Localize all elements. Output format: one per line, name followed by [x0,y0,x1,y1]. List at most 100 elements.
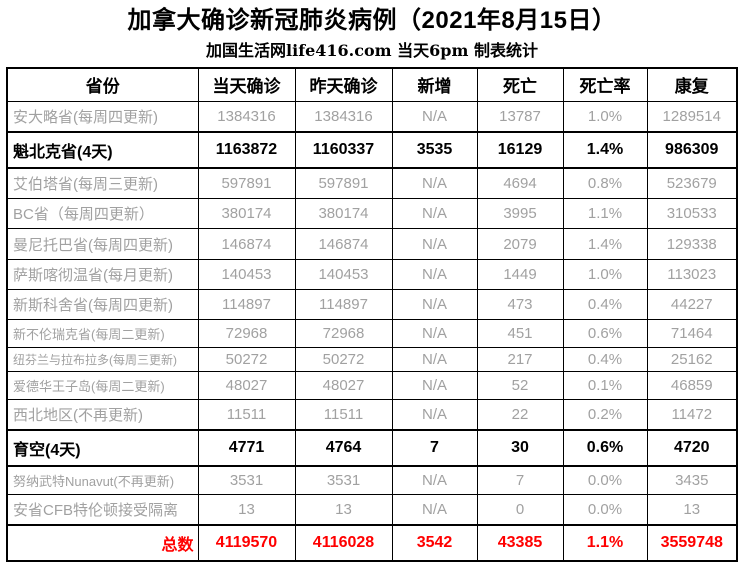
value-cell: 3559748 [646,524,738,562]
province-cell: 魁北克省(4天) [6,130,199,169]
column-header-1: 当天确诊 [197,67,296,102]
table-body: 安大略省(每周四更新) 1384316 1384316 N/A 13787 1.0% 128… [6,100,738,562]
value-cell: 25162 [646,346,738,373]
value-cell: 0.6% [562,319,648,348]
value-cell: 0.4% [562,288,648,321]
table-row: 曼尼托巴省(每周四更新) 146874 146874 N/A 2079 1.4% 12933… [6,228,738,260]
value-cell: 1.0% [562,100,648,133]
value-cell: 3995 [476,198,564,230]
value-cell: N/A [391,288,478,321]
value-cell: 4720 [646,429,738,468]
value-cell: 140453 [197,258,296,290]
column-header-4: 死亡 [476,67,564,102]
province-cell: 安省CFB特伦顿接受隔离 [6,493,199,526]
value-cell: 11511 [294,398,393,431]
value-cell: 0.6% [562,429,648,468]
covid-table: 省份 当天确诊 昨天确诊 新增 死亡 死亡率 康复 安大略省(每周四更新) 1384316 13… [6,67,738,562]
value-cell: 1384316 [197,100,296,133]
value-cell: 50272 [197,346,296,373]
value-cell: 597891 [197,167,296,200]
value-cell: 1449 [476,258,564,290]
value-cell: 22 [476,398,564,431]
value-cell: 11511 [197,398,296,431]
province-cell: 艾伯塔省(每周三更新) [6,167,199,200]
value-cell: N/A [391,228,478,260]
value-cell: 2079 [476,228,564,260]
value-cell: 0.0% [562,465,648,495]
value-cell: 0.4% [562,346,648,373]
value-cell: 71464 [646,319,738,348]
value-cell: 0 [476,493,564,526]
header-row: 省份 当天确诊 昨天确诊 新增 死亡 死亡率 康复 [6,67,738,102]
value-cell: N/A [391,398,478,431]
value-cell: 0.0% [562,493,648,526]
value-cell: 473 [476,288,564,321]
column-header-2: 昨天确诊 [294,67,393,102]
value-cell: 380174 [294,198,393,230]
table-row: 纽芬兰与拉布拉多(每周三更新) 50272 50272 N/A 217 0.4% 25162 [6,346,738,373]
value-cell: 380174 [197,198,296,230]
value-cell: 4764 [294,429,393,468]
value-cell: 3531 [294,465,393,495]
value-cell: 16129 [476,130,564,169]
value-cell: 48027 [294,371,393,400]
value-cell: 129338 [646,228,738,260]
value-cell: 1.1% [562,198,648,230]
table-row: 新斯科舍省(每周四更新) 114897 114897 N/A 473 0.4% 44227 [6,288,738,321]
table-row: 安省CFB特伦顿接受隔离 13 13 N/A 0 0.0% 13 [6,493,738,526]
value-cell: 146874 [197,228,296,260]
province-cell: 西北地区(不再更新) [6,398,199,431]
value-cell: N/A [391,493,478,526]
page-subtitle: 加国生活网life416.com 当天6pm 制表统计 [206,41,538,60]
value-cell: 4694 [476,167,564,200]
value-cell: N/A [391,100,478,133]
value-cell: 11472 [646,398,738,431]
province-cell: 纽芬兰与拉布拉多(每周三更新) [6,346,199,373]
value-cell: 986309 [646,130,738,169]
value-cell: N/A [391,371,478,400]
value-cell: 72968 [294,319,393,348]
value-cell: 4119570 [197,524,296,562]
table-row: 育空(4天) 4771 4764 7 30 0.6% 4720 [6,429,738,468]
value-cell: 13 [197,493,296,526]
covid-stats-page: 加拿大确诊新冠肺炎病例（2021年8月15日） 加国生活网life416.com… [0,4,744,570]
province-cell: 新不伦瑞克省(每周二更新) [6,319,199,348]
table-row: 艾伯塔省(每周三更新) 597891 597891 N/A 4694 0.8% 523679 [6,167,738,200]
table-row: 新不伦瑞克省(每周二更新) 72968 72968 N/A 451 0.6% 71464 [6,319,738,348]
value-cell: 140453 [294,258,393,290]
value-cell: 114897 [197,288,296,321]
table-row: 努纳武特Nunavut(不再更新) 3531 3531 N/A 7 0.0% 3435 [6,465,738,495]
value-cell: 72968 [197,319,296,348]
province-cell: 育空(4天) [6,429,199,468]
value-cell: N/A [391,167,478,200]
value-cell: 13787 [476,100,564,133]
table-row: 萨斯喀彻温省(每月更新) 140453 140453 N/A 1449 1.0% 11302… [6,258,738,290]
value-cell: 113023 [646,258,738,290]
value-cell: 52 [476,371,564,400]
value-cell: N/A [391,346,478,373]
column-header-6: 康复 [646,67,738,102]
value-cell: 1289514 [646,100,738,133]
value-cell: 114897 [294,288,393,321]
table-row: BC省（每周四更新） 380174 380174 N/A 3995 1.1% 310533 [6,198,738,230]
value-cell: 44227 [646,288,738,321]
table-row: 总数 4119570 4116028 3542 43385 1.1% 3559748 [6,524,738,562]
province-cell: 爱德华王子岛(每周二更新) [6,371,199,400]
table-row: 魁北克省(4天) 1163872 1160337 3535 16129 1.4% 98630… [6,130,738,169]
value-cell: 1.4% [562,228,648,260]
province-cell: 总数 [6,524,199,562]
value-cell: 217 [476,346,564,373]
value-cell: 0.2% [562,398,648,431]
value-cell: 30 [476,429,564,468]
value-cell: 7 [391,429,478,468]
value-cell: 48027 [197,371,296,400]
value-cell: N/A [391,258,478,290]
value-cell: 451 [476,319,564,348]
value-cell: N/A [391,465,478,495]
table-row: 西北地区(不再更新) 11511 11511 N/A 22 0.2% 11472 [6,398,738,431]
value-cell: 523679 [646,167,738,200]
value-cell: 43385 [476,524,564,562]
value-cell: 4771 [197,429,296,468]
value-cell: 4116028 [294,524,393,562]
value-cell: 1160337 [294,130,393,169]
